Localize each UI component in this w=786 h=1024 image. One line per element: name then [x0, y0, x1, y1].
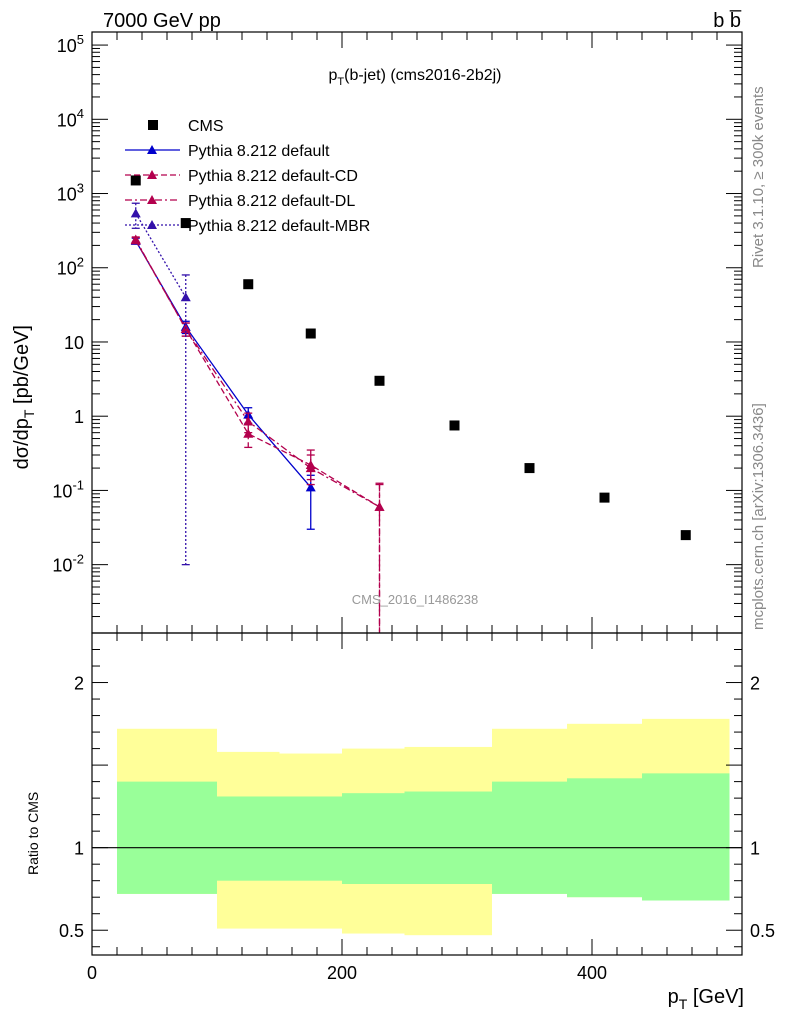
main-y-tick-label: 102​: [57, 255, 84, 279]
main-y-tick-label: 1: [74, 407, 84, 427]
ratio-bands: [117, 718, 730, 936]
cms-point: [180, 218, 191, 229]
ratio-y-tick-label-right: 2: [750, 674, 760, 694]
series-point: [130, 208, 141, 218]
ratio-y-tick-label: 0.5: [59, 921, 84, 941]
main-y-tick-label: 105​: [57, 32, 84, 56]
series-point: [374, 501, 385, 511]
x-tick-label: 0: [87, 963, 97, 983]
x-axis-label: pT​ [GeV]: [668, 986, 744, 1012]
ratio-y-tick-label-right: 0.5: [750, 921, 775, 941]
watermark: CMS_2016_I1486238: [352, 592, 479, 607]
legend-label: Pythia 8.212 default-CD: [188, 168, 358, 185]
legend-marker: [147, 145, 157, 154]
legend-label: Pythia 8.212 default-MBR: [188, 218, 370, 235]
axis-ticks: 10-2​ 10-1​ 1 10 102​ 103​ 104​ 105​ 0 200 400 0.5 0…: [52, 32, 775, 983]
plot-title: pT​(b-jet) (cms2016-2b2j): [328, 67, 501, 88]
series-line: [135, 239, 380, 508]
x-tick-label: 200: [327, 963, 357, 983]
ratio-y-tick-label: 2: [74, 674, 84, 694]
legend-label: Pythia 8.212 default-DL: [188, 193, 355, 210]
cms-point: [130, 175, 141, 186]
series-point: [130, 234, 141, 244]
ratio-band-inner: [492, 781, 567, 894]
series-point: [305, 463, 316, 473]
header-right: b b̅: [713, 9, 741, 32]
main-y-tick-label: 10-1​: [52, 477, 84, 501]
series-point: [305, 482, 316, 492]
rivet-label: Rivet 3.1.10, ≥ 300k events: [750, 86, 767, 268]
ratio-band-inner: [117, 781, 217, 894]
legend: CMS Pythia 8.212 default Pythia 8.212 defa…: [125, 118, 370, 235]
ratio-band-inner: [404, 791, 492, 884]
cms-point: [305, 328, 316, 339]
ratio-y-axis-label: Ratio to CMS: [25, 792, 41, 875]
cms-point: [680, 530, 691, 541]
cms-point: [449, 420, 460, 431]
main-y-tick-label: 10: [64, 333, 84, 353]
main-series: [130, 175, 691, 633]
ratio-band-inner: [642, 773, 730, 901]
mcplots-label: mcplots.cern.ch [arXiv:1306.3436]: [750, 403, 767, 630]
legend-label: CMS: [188, 118, 224, 135]
series-point: [180, 292, 191, 302]
main-y-tick-label: 10-2​: [52, 552, 84, 576]
x-tick-label: 400: [577, 963, 607, 983]
series-4: [130, 202, 191, 566]
cms-point: [374, 375, 385, 386]
series-point: [243, 416, 254, 426]
ratio-band-inner: [342, 793, 405, 884]
cms-point: [243, 279, 254, 290]
ratio-y-tick-label-right: 1: [750, 839, 760, 859]
cms-point: [599, 492, 610, 503]
legend-marker: [147, 195, 157, 204]
series-3: [130, 234, 385, 633]
series-line: [135, 239, 380, 508]
ratio-band-inner: [279, 796, 342, 881]
legend-marker: [147, 170, 157, 179]
legend-label: Pythia 8.212 default: [188, 143, 330, 160]
legend-marker: [147, 220, 157, 229]
cms-point: [524, 463, 535, 474]
series-0: [130, 175, 691, 541]
main-y-axis-label: dσ/dpT​ [pb/GeV]: [11, 325, 37, 469]
series-line: [135, 240, 312, 488]
legend-marker-cms: [148, 120, 158, 130]
ratio-band-inner: [567, 778, 642, 898]
main-y-tick-label: 104​: [57, 106, 84, 130]
series-line: [135, 213, 187, 298]
header-left: 7000 GeV pp: [103, 10, 221, 32]
ratio-y-tick-label: 1: [74, 839, 84, 859]
main-y-tick-label: 103​: [57, 180, 84, 204]
ratio-band-inner: [217, 796, 280, 881]
series-2: [130, 235, 385, 633]
